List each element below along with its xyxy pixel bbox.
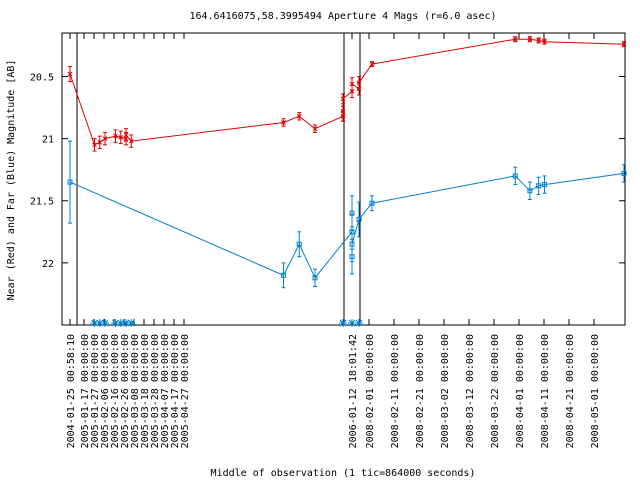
x-tick-label: 2005-02-26 00:00:00 bbox=[120, 334, 131, 448]
data-point bbox=[349, 210, 355, 216]
x-tick-label: 2008-02-01 00:00:00 bbox=[365, 334, 376, 448]
data-point bbox=[356, 80, 362, 86]
data-point bbox=[97, 139, 103, 145]
data-point bbox=[312, 275, 318, 281]
segment-dividers bbox=[76, 33, 361, 325]
observation-marker bbox=[111, 319, 120, 327]
data-point bbox=[128, 138, 134, 144]
data-point bbox=[349, 81, 355, 87]
x-tick-label: 2008-02-11 00:00:00 bbox=[390, 334, 401, 448]
data-point bbox=[92, 142, 97, 148]
x-tick-label: 2005-03-08 00:00:00 bbox=[130, 334, 141, 448]
observation-marker bbox=[348, 319, 356, 327]
x-tick-label: 2005-02-06 00:00:00 bbox=[100, 334, 111, 448]
data-point bbox=[67, 179, 73, 185]
x-tick-label: 2006-01-12 18:01:42 bbox=[348, 334, 359, 448]
data-point bbox=[621, 41, 627, 47]
bottom-marker-layer bbox=[90, 319, 363, 327]
observation-marker bbox=[127, 319, 136, 327]
observation-marker bbox=[122, 319, 130, 327]
series-1 bbox=[67, 140, 627, 289]
x-axis-label: Middle of observation (1 tic=864000 seco… bbox=[211, 468, 476, 479]
x-tick-label: 2008-03-22 00:00:00 bbox=[490, 334, 501, 448]
data-point bbox=[542, 39, 547, 45]
observation-marker bbox=[116, 319, 125, 327]
data-point bbox=[340, 113, 346, 119]
data-point bbox=[123, 132, 129, 138]
series-0 bbox=[67, 36, 627, 152]
x-tick-label: 2005-01-27 00:00:00 bbox=[90, 334, 101, 448]
data-point bbox=[527, 36, 533, 42]
x-axis: 2004-01-25 00:58:10 2005-01-17 00:00:0020… bbox=[66, 33, 601, 448]
data-point bbox=[369, 200, 375, 206]
data-point bbox=[621, 170, 627, 176]
x-tick-label: 2005-04-17 00:00:00 bbox=[170, 334, 181, 448]
x-tick-label: 2005-03-28 00:00:00 bbox=[150, 334, 161, 448]
x-tick-label: 2005-02-16 00:00:00 bbox=[110, 334, 121, 448]
x-tick-label: 2008-02-21 00:00:00 bbox=[415, 334, 426, 448]
data-point bbox=[102, 136, 108, 141]
data-point bbox=[536, 183, 542, 189]
data-point bbox=[281, 120, 286, 125]
observation-marker bbox=[90, 319, 99, 327]
series-layer bbox=[67, 36, 627, 289]
x-tick-label: 2004-01-25 00:58:10 bbox=[66, 334, 77, 448]
series-line bbox=[69, 38, 625, 146]
x-tick-label: 2005-01-17 00:00:00 bbox=[80, 334, 91, 448]
x-tick-label: 2008-03-12 00:00:00 bbox=[465, 334, 476, 448]
observation-marker bbox=[339, 319, 347, 327]
series-line bbox=[69, 172, 625, 279]
chart-title: 164.6416075,58.3995494 Aperture 4 Mags (… bbox=[189, 11, 496, 22]
x-tick-label: 2008-05-01 00:00:00 bbox=[590, 334, 601, 448]
y-axis: 20.5 21 21.5 22 bbox=[30, 72, 625, 270]
data-point bbox=[369, 61, 375, 67]
x-tick-label: 2005-04-07 00:00:00 bbox=[160, 334, 171, 448]
data-point bbox=[536, 38, 542, 43]
data-point bbox=[67, 71, 73, 77]
data-point bbox=[349, 241, 355, 247]
x-tick-label: 2008-04-21 00:00:00 bbox=[565, 334, 576, 448]
y-tick-label: 21 bbox=[42, 135, 54, 146]
data-point bbox=[296, 113, 302, 119]
data-point bbox=[118, 135, 124, 140]
observation-marker bbox=[101, 319, 109, 327]
y-tick-label: 20.5 bbox=[30, 72, 54, 83]
data-point bbox=[296, 241, 302, 247]
y-tick-label: 22 bbox=[42, 259, 54, 270]
x-tick-label: 2008-03-02 00:00:00 bbox=[440, 334, 451, 448]
data-point bbox=[113, 133, 118, 139]
data-point bbox=[542, 182, 547, 188]
data-point bbox=[312, 126, 318, 132]
data-point bbox=[340, 96, 346, 102]
data-point bbox=[512, 36, 518, 42]
observation-marker bbox=[95, 319, 104, 327]
data-point bbox=[356, 216, 362, 222]
x-tick-label: 2005-04-27 00:00:00 bbox=[180, 334, 191, 448]
x-tick-label: 2008-04-01 00:00:00 bbox=[515, 334, 526, 448]
observation-marker bbox=[355, 319, 363, 327]
x-tick-label: 2008-04-11 00:00:00 bbox=[540, 334, 551, 448]
x-tick-label: 2005-03-18 00:00:00 bbox=[140, 334, 151, 448]
y-axis-label: Near (Red) and Far (Blue) Magnitude [AB] bbox=[6, 60, 17, 301]
data-point bbox=[527, 188, 533, 194]
y-tick-label: 21.5 bbox=[30, 197, 54, 208]
data-point bbox=[512, 173, 518, 179]
data-point bbox=[281, 272, 286, 278]
